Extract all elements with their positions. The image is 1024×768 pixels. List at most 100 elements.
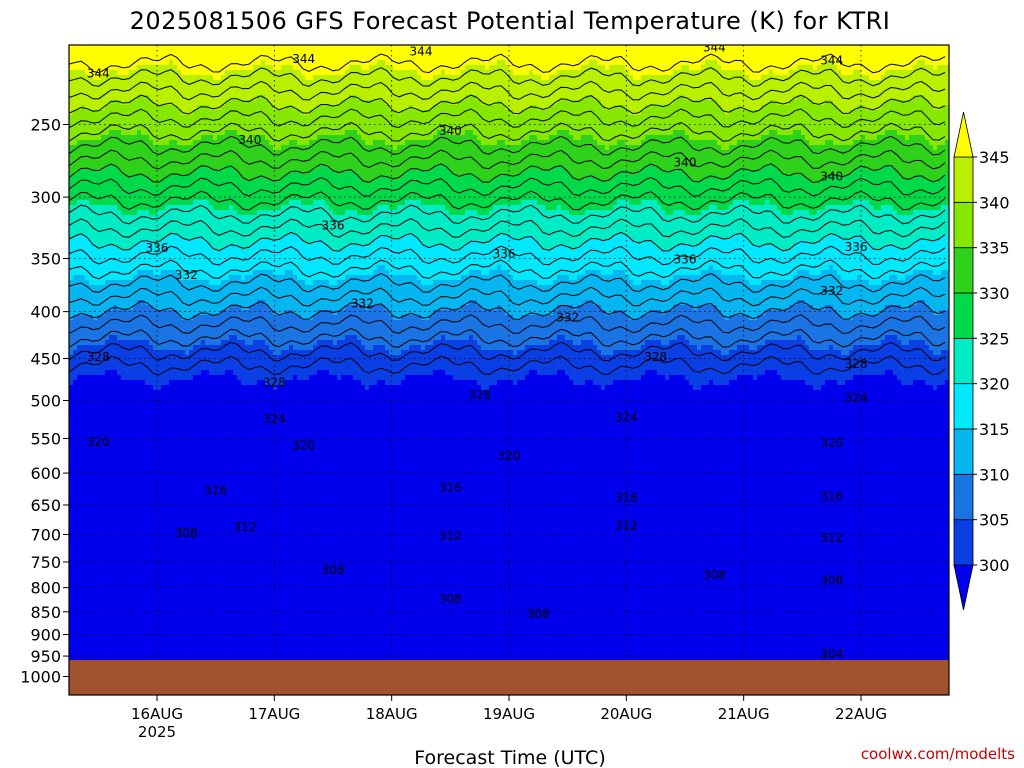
- colorbar-segment: [953, 337, 974, 385]
- contour-label: 332: [175, 268, 198, 282]
- contour-label: 316: [615, 491, 638, 505]
- colorbar-segment: [953, 156, 974, 203]
- contour-label: 332: [820, 284, 843, 298]
- colorbar-segment: [953, 247, 974, 294]
- contour-344: [69, 67, 946, 87]
- contour-label: 308: [820, 574, 843, 588]
- y-tick-label: 250: [30, 116, 61, 135]
- contour-label: 320: [87, 435, 110, 449]
- x-tick-label: 19AUG: [483, 705, 535, 723]
- y-axis-ticks: 250 300 350 400 450 500 550 600 650 700 750 800 850 9…: [20, 116, 69, 687]
- contour-label: 344: [820, 54, 843, 68]
- colorbar-tick-label: 330: [979, 284, 1010, 303]
- contour-318: [69, 245, 946, 266]
- contour-label: 308: [322, 563, 345, 577]
- contour-308: [69, 314, 946, 335]
- contour-label: 308: [175, 526, 198, 540]
- contour-label: 336: [845, 240, 868, 254]
- contour-labels: 344 344 344 344 344 340 340 340 340 336 336 336 336 3…: [87, 44, 868, 661]
- y-tick-label: 900: [30, 626, 61, 645]
- contour-314: [69, 273, 946, 293]
- contour-label: 320: [292, 439, 315, 453]
- contour-label: 336: [493, 247, 516, 261]
- contour-label: 336: [674, 253, 697, 267]
- plot-area: 344 344 344 344 344 340 340 340 340 336 336 336 336 3…: [69, 44, 949, 695]
- contour-label: 328: [644, 350, 667, 364]
- colorbar-tick-label: 300: [979, 556, 1010, 575]
- contour-label: 328: [468, 388, 491, 402]
- colorbar-tick-label: 310: [979, 465, 1010, 484]
- contour-342: [69, 80, 946, 101]
- contour-label: 340: [820, 170, 843, 184]
- contour-310: [69, 300, 946, 321]
- chart-title: 2025081506 GFS Forecast Potential Temper…: [130, 7, 891, 35]
- grid-lines: [69, 45, 949, 695]
- contour-label: 312: [615, 519, 638, 533]
- colorbar-tick-label: 335: [979, 239, 1010, 258]
- contour-label: 344: [410, 44, 433, 58]
- contour-306: [69, 327, 946, 348]
- x-tick-sublabel: 2025: [138, 723, 176, 741]
- x-tick-label: 18AUG: [366, 705, 418, 723]
- contour-330: [69, 163, 946, 184]
- contour-label: 312: [820, 531, 843, 545]
- contour-label: 328: [263, 376, 286, 390]
- contour-label: 324: [615, 411, 638, 425]
- contour-316: [69, 259, 946, 280]
- x-tick-label: 21AUG: [718, 705, 770, 723]
- contour-label: 336: [146, 241, 169, 255]
- y-tick-label: 450: [30, 350, 61, 369]
- y-tick-label: 750: [30, 553, 61, 572]
- contour-label: 320: [498, 449, 521, 463]
- colorbar-tick-label: 305: [979, 511, 1010, 530]
- contour-label: 340: [439, 124, 462, 138]
- colorbar-segment: [953, 201, 974, 249]
- colorbar-min-triangle: [953, 564, 974, 611]
- contour-label: 308: [527, 607, 550, 621]
- contour-label: 328: [845, 357, 868, 371]
- contour-346: [69, 53, 946, 74]
- contour-label: 344: [292, 52, 315, 66]
- contour-label: 316: [204, 484, 227, 498]
- colorbar-tick-label: 345: [979, 148, 1010, 167]
- colorbar-max-triangle: [953, 111, 974, 158]
- contour-label: 320: [820, 436, 843, 450]
- x-tick-label: 22AUG: [835, 705, 887, 723]
- contour-label: 316: [820, 489, 843, 503]
- y-tick-label: 700: [30, 525, 61, 544]
- contour-322: [69, 218, 946, 238]
- contour-label: 336: [322, 218, 345, 232]
- contour-label: 324: [263, 412, 286, 426]
- colorbar-tick-label: 325: [979, 329, 1010, 348]
- contour-326: [69, 190, 946, 211]
- contour-332: [69, 149, 946, 170]
- contour-label: 308: [439, 592, 462, 606]
- contour-lines: [69, 53, 946, 376]
- contour-label: 312: [439, 529, 462, 543]
- contour-312: [69, 286, 946, 307]
- contour-label: 340: [674, 155, 697, 169]
- colorbar-tick-label: 320: [979, 375, 1010, 394]
- contour-334: [69, 135, 946, 156]
- contour-338: [69, 108, 946, 129]
- x-tick-label: 17AUG: [248, 705, 300, 723]
- contour-label: 340: [238, 133, 261, 147]
- y-tick-label: 400: [30, 303, 61, 322]
- contour-label: 304: [820, 647, 843, 661]
- x-tick-label: 16AUG: [131, 705, 183, 723]
- colorbar-segment: [953, 428, 974, 475]
- contour-label: 332: [351, 297, 374, 311]
- terrain-below-ground: [69, 660, 949, 695]
- colorbar-tick-label: 315: [979, 420, 1010, 439]
- y-tick-label: 600: [30, 464, 61, 483]
- y-tick-label: 350: [30, 249, 61, 268]
- contour-328: [69, 176, 946, 197]
- y-tick-label: 1000: [20, 668, 61, 687]
- contour-label: 328: [87, 350, 110, 364]
- y-tick-label: 300: [30, 188, 61, 207]
- colorbar-segment: [953, 519, 974, 566]
- contour-label: 324: [845, 391, 868, 405]
- colorbar: 300 305 310 315 320 325 330 335 340 345: [953, 111, 1010, 611]
